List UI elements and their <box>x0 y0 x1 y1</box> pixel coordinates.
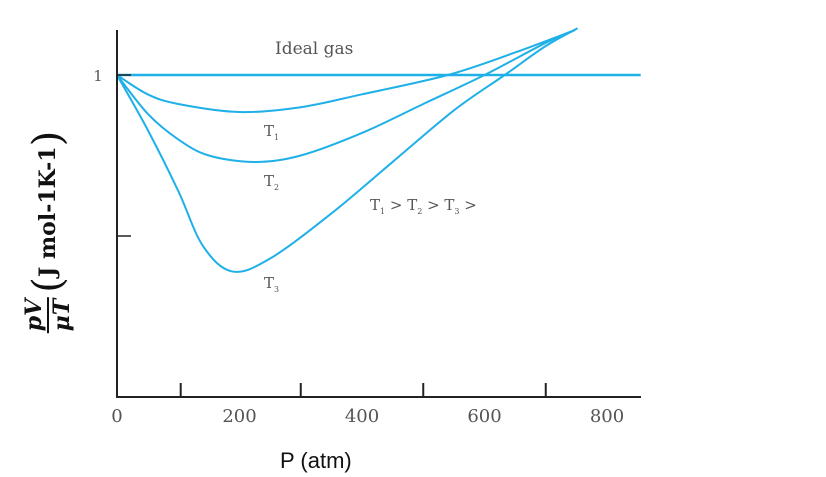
series-label-ideal: Ideal gas <box>275 39 353 59</box>
temperature-relation-annotation: T1 > T2 > T3 > <box>370 196 477 216</box>
series-label-t3: T3 <box>264 274 279 294</box>
x-tick-label: 600 <box>467 406 501 427</box>
series-line-t2 <box>116 29 576 163</box>
series-line-t3 <box>116 27 579 273</box>
x-tick-label: 200 <box>222 406 256 427</box>
x-axis-label: P (atm) <box>280 448 352 473</box>
x-tick-label: 800 <box>590 406 624 427</box>
y-tick-label: 1 <box>93 67 103 85</box>
x-tick-label: 0 <box>111 406 122 427</box>
series-label-t2: T2 <box>264 172 279 192</box>
series-label-t1: T1 <box>264 122 279 142</box>
series-line-t1 <box>116 28 576 114</box>
y-axis-label: pV μT (J mol-1K-1) <box>21 130 75 334</box>
x-tick-label: 400 <box>345 406 379 427</box>
